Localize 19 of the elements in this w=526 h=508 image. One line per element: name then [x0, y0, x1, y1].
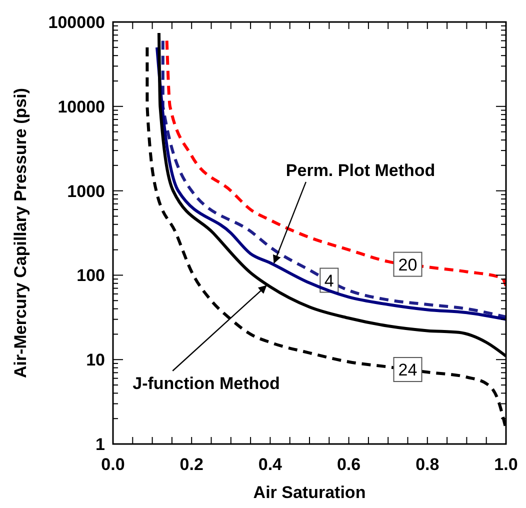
y-tick-label: 100000 [48, 12, 105, 32]
y-axis-title: Air-Mercury Capillary Pressure (psi) [11, 88, 30, 378]
y-tick-label: 100 [76, 266, 105, 286]
x-tick-label: 0.6 [336, 455, 361, 474]
series-label: 24 [398, 360, 418, 380]
x-tick-label: 0.0 [101, 455, 125, 474]
x-tick-label: 1.0 [494, 455, 518, 474]
y-tick-label: 1000 [67, 182, 105, 201]
y-tick-label: 1 [96, 434, 105, 454]
x-axis-title: Air Saturation [253, 483, 366, 502]
annotation: Perm. Plot Method [286, 160, 436, 180]
series-label: 4 [324, 271, 334, 290]
x-tick-label: 0.8 [416, 455, 440, 474]
series-label: 20 [398, 255, 418, 274]
x-tick-label: 0.4 [258, 455, 283, 474]
y-tick-label: 10000 [58, 97, 105, 116]
y-tick-label: 10 [86, 350, 105, 370]
x-tick-label: 0.2 [180, 455, 204, 474]
annotation: J-function Method [132, 374, 280, 393]
